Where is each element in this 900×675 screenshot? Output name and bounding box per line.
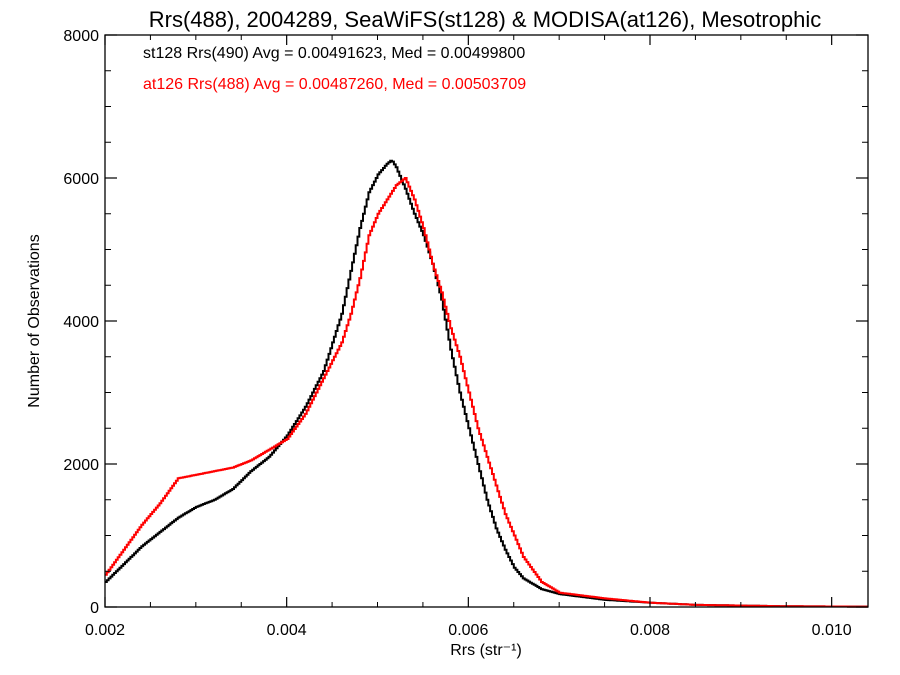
histogram-line-st128: [105, 159, 868, 608]
x-tick-label: 0.008: [630, 622, 670, 639]
x-tick-label: 0.010: [812, 622, 852, 639]
x-tick-label: 0.002: [85, 622, 125, 639]
x-tick-label: 0.006: [448, 622, 488, 639]
x-ticks: 0.002 0.004 0.006 0.008 0.010: [85, 35, 852, 639]
y-tick-label: 2000: [63, 457, 99, 474]
y-ticks: 0 2000 4000 6000 8000: [63, 28, 868, 617]
y-tick-label: 0: [90, 600, 99, 617]
chart-title: Rrs(488), 2004289, SeaWiFS(st128) & MODI…: [149, 7, 822, 32]
y-tick-label: 4000: [63, 314, 99, 331]
plot-series: [105, 159, 868, 608]
x-tick-label: 0.004: [267, 622, 307, 639]
y-tick-label: 6000: [63, 171, 99, 188]
annotation-at126: at126 Rrs(488) Avg = 0.00487260, Med = 0…: [143, 76, 526, 93]
annotation-st128: st128 Rrs(490) Avg = 0.00491623, Med = 0…: [143, 45, 525, 62]
histogram-line-at126: [105, 177, 868, 608]
y-tick-label: 8000: [63, 28, 99, 45]
x-axis-label: Rrs (str⁻¹): [450, 642, 522, 659]
plot-frame: [104, 34, 869, 608]
y-axis-label: Number of Observations: [26, 234, 43, 407]
